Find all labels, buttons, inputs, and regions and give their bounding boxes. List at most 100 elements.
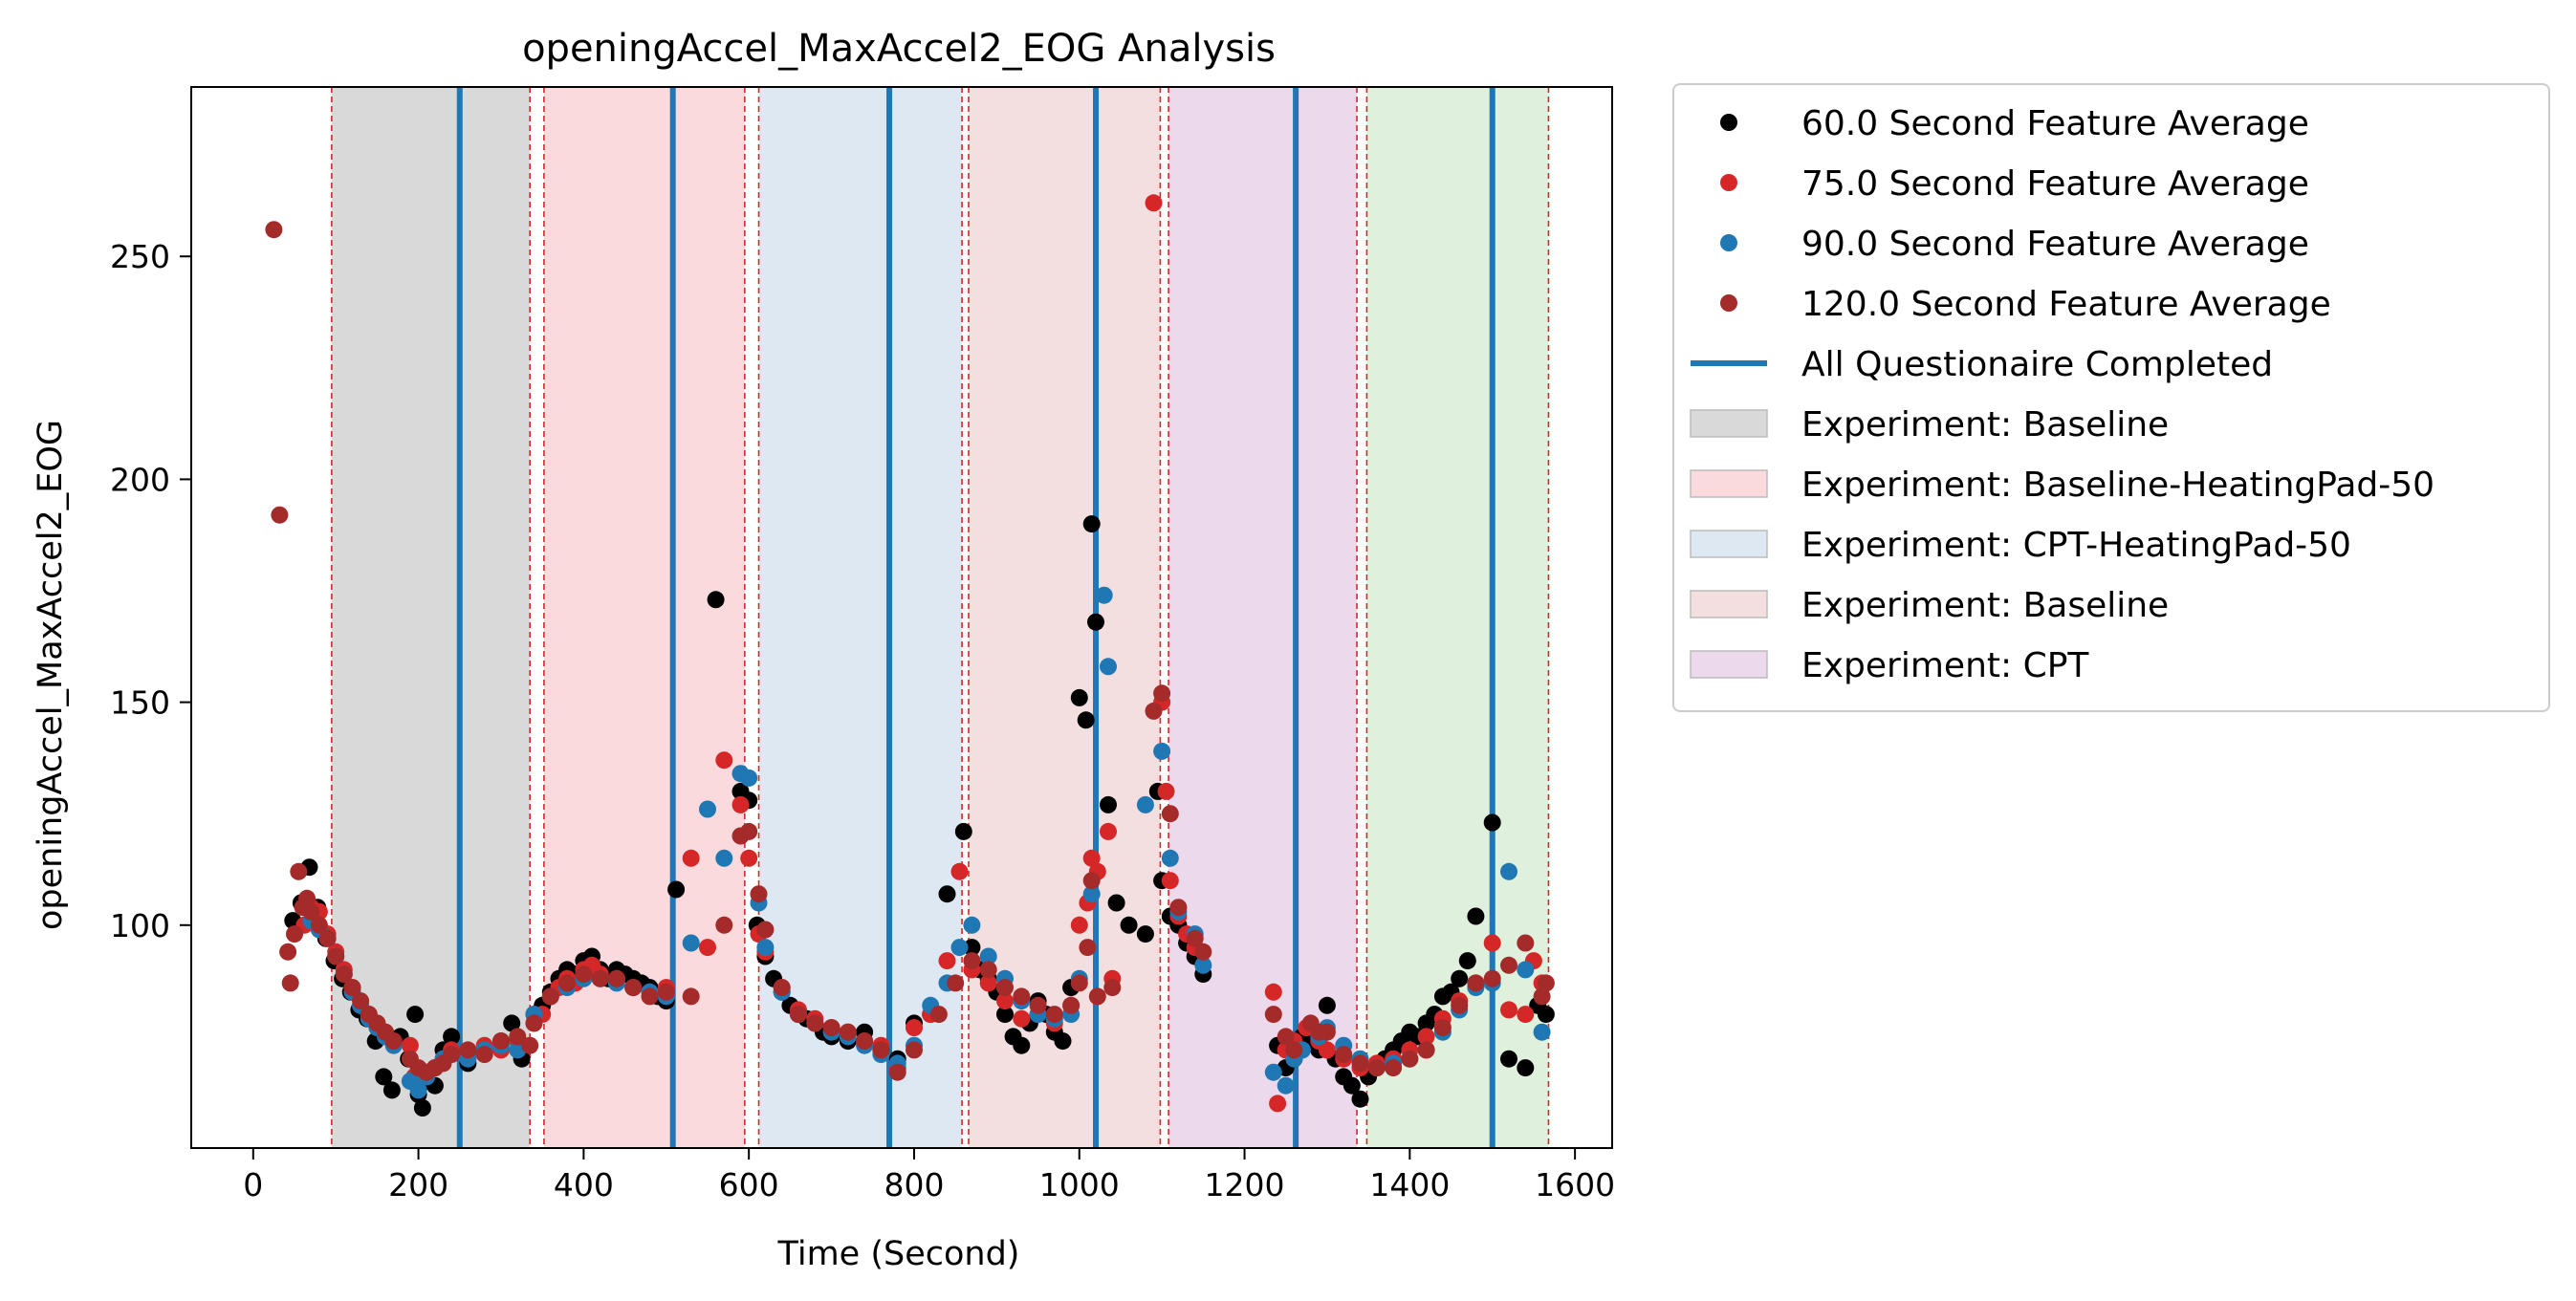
legend-label-10: Experiment: CPT <box>1801 646 2089 685</box>
data-point-s4-67 <box>1088 987 1106 1006</box>
data-point-s4-27 <box>475 1046 493 1064</box>
data-point-s4-41 <box>715 916 733 934</box>
legend-label-6: Experiment: Baseline <box>1801 405 2169 445</box>
x-tick-label-7: 1200 <box>1205 1166 1285 1203</box>
data-point-s4-63 <box>1062 996 1081 1014</box>
legend-item-6: Experiment: Baseline <box>1690 405 2169 445</box>
legend-item-2: 75.0 Second Feature Average <box>1720 164 2309 204</box>
data-point-s2-56 <box>979 974 997 992</box>
legend-marker-2 <box>1720 174 1737 191</box>
legend-label-4: 120.0 Second Feature Average <box>1801 285 2331 324</box>
data-point-s4-60 <box>1013 987 1031 1006</box>
y-tick-label-2: 150 <box>110 684 170 722</box>
data-point-s4-37 <box>624 979 643 997</box>
data-point-s1-12 <box>375 1068 393 1086</box>
legend-label-2: 75.0 Second Feature Average <box>1801 164 2309 204</box>
data-point-s4-75 <box>1264 1006 1282 1024</box>
data-point-s4-73 <box>1186 929 1204 947</box>
data-point-s4-51 <box>856 1032 874 1051</box>
data-point-s4-53 <box>888 1063 906 1081</box>
data-point-s4-40 <box>682 987 700 1006</box>
data-point-s4-47 <box>790 1006 807 1024</box>
data-point-s1-84 <box>1100 795 1117 813</box>
data-point-s1-73 <box>1013 1036 1031 1054</box>
data-point-s4-72 <box>1169 899 1188 917</box>
data-point-s2-64 <box>1082 849 1101 867</box>
legend-marker-3 <box>1720 234 1737 251</box>
data-point-s4-65 <box>1079 939 1097 957</box>
data-point-s4-49 <box>822 1019 840 1037</box>
data-point-s4-31 <box>525 1014 543 1032</box>
data-point-s4-11 <box>318 929 337 947</box>
x-tick-label-1: 0 <box>243 1166 263 1203</box>
data-point-s3-84 <box>1517 961 1535 979</box>
legend-box <box>1672 83 2550 712</box>
data-point-s2-62 <box>1070 916 1088 934</box>
data-point-s1-66 <box>954 822 972 840</box>
data-point-s3-61 <box>1136 795 1154 813</box>
data-point-s4-5 <box>286 925 303 943</box>
data-point-s1-121 <box>1500 1050 1517 1068</box>
data-point-s1-87 <box>1136 925 1154 943</box>
legend-patch-7 <box>1690 469 1768 498</box>
data-point-s1-67 <box>963 939 981 957</box>
data-point-s4-34 <box>575 965 593 984</box>
x-tick-label-9: 1600 <box>1535 1166 1615 1203</box>
legend-item-4: 120.0 Second Feature Average <box>1720 285 2331 324</box>
data-point-s1-124 <box>1537 1006 1555 1024</box>
data-point-s4-48 <box>806 1014 824 1032</box>
data-point-s1-65 <box>938 885 956 903</box>
data-point-s1-81 <box>1077 711 1095 729</box>
data-point-s2-91 <box>1483 934 1501 952</box>
data-point-s2-58 <box>1013 1009 1031 1028</box>
data-point-s4-59 <box>996 979 1014 997</box>
legend-item-1: 60.0 Second Feature Average <box>1720 104 2309 143</box>
data-point-s3-37 <box>756 939 775 957</box>
legend-item-3: 90.0 Second Feature Average <box>1720 225 2309 264</box>
y-tick-label-4: 250 <box>110 238 170 275</box>
data-point-s2-57 <box>996 992 1014 1010</box>
legend-label-1: 60.0 Second Feature Average <box>1801 104 2309 143</box>
data-point-s2-39 <box>731 795 750 813</box>
data-point-s2-53 <box>938 952 956 970</box>
data-point-s3-13 <box>409 1081 427 1099</box>
legend-label-9: Experiment: Baseline <box>1801 586 2169 625</box>
legend-patch-6 <box>1690 409 1768 438</box>
data-point-s4-57 <box>963 952 981 970</box>
data-point-s2-93 <box>1517 1006 1535 1024</box>
data-point-s1-16 <box>406 1006 425 1024</box>
data-point-s3-85 <box>1533 1023 1551 1041</box>
experiment-region-5 <box>1168 87 1358 1148</box>
data-point-s2-66 <box>1100 822 1117 840</box>
data-point-s2-71 <box>1161 872 1179 890</box>
data-point-s4-86 <box>1417 1041 1435 1059</box>
data-point-s4-54 <box>906 1041 923 1059</box>
data-point-s2-75 <box>1264 983 1282 1001</box>
data-point-s2-38 <box>715 751 733 770</box>
data-point-s3-33 <box>715 849 733 867</box>
data-point-s4-55 <box>929 1006 948 1024</box>
data-point-s1-26 <box>503 1014 521 1032</box>
legend-marker-1 <box>1720 114 1737 131</box>
data-point-s4-94 <box>1537 974 1555 992</box>
data-point-s1-119 <box>1467 907 1485 925</box>
data-point-s4-50 <box>839 1023 857 1041</box>
data-point-s4-56 <box>947 974 965 992</box>
data-point-s2-92 <box>1500 1001 1517 1019</box>
data-point-s1-82 <box>1082 515 1101 533</box>
legend-label-7: Experiment: Baseline-HeatingPad-50 <box>1801 466 2434 505</box>
data-point-s1-86 <box>1120 916 1138 934</box>
data-point-s4-35 <box>591 969 609 987</box>
data-point-s3-35 <box>740 769 758 787</box>
data-point-s4-44 <box>750 885 768 903</box>
data-point-s4-93 <box>1533 987 1551 1006</box>
data-point-s3-58 <box>1082 885 1101 903</box>
data-point-s4-85 <box>1401 1050 1419 1068</box>
x-tick-label-5: 800 <box>884 1166 944 1203</box>
data-point-s4-91 <box>1500 956 1517 974</box>
data-point-s4-80 <box>1318 1023 1336 1041</box>
x-axis-title: Time (Second) <box>777 1235 1020 1273</box>
data-point-s4-83 <box>1367 1059 1386 1077</box>
data-point-s4-61 <box>1029 996 1047 1014</box>
